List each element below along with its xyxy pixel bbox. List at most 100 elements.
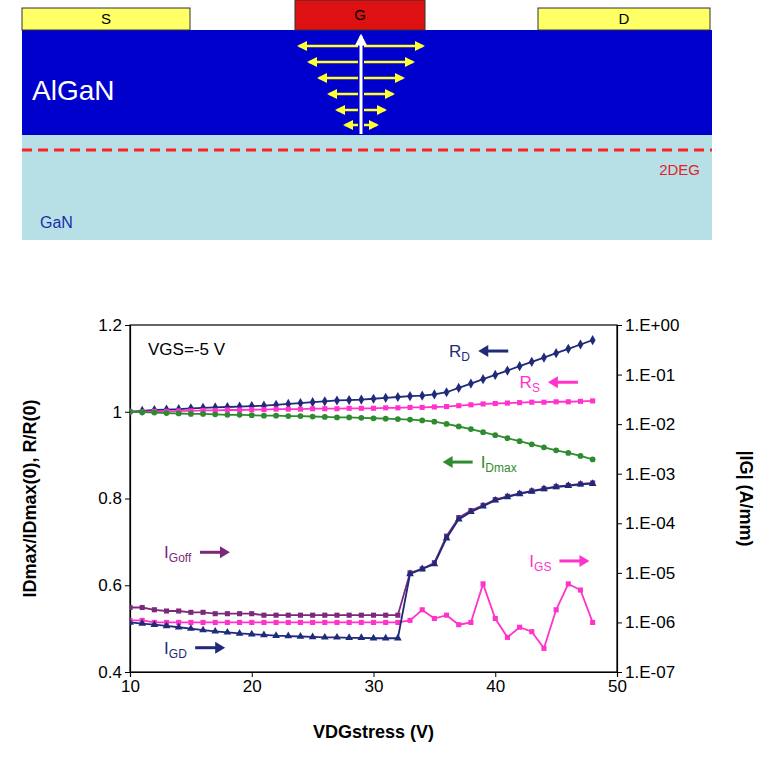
- data-point: [310, 397, 316, 407]
- series-line: [130, 584, 593, 648]
- series: [130, 409, 596, 462]
- y-axis-title: IDmax/IDmax(0), R/R(0): [20, 399, 40, 597]
- y2-axis: 1.E-071.E-061.E-051.E-041.E-031.E-021.E-…: [617, 316, 679, 682]
- label-arrow: [548, 376, 578, 388]
- data-point: [541, 352, 547, 362]
- tick: 30: [365, 672, 384, 696]
- data-point: [201, 620, 206, 625]
- data-point: [541, 646, 546, 651]
- data-point: [431, 389, 437, 399]
- data-point: [566, 581, 571, 586]
- label-arrow: [478, 345, 508, 357]
- data-point: [444, 387, 450, 397]
- tick-label: 40: [486, 677, 505, 696]
- data-point: [480, 374, 486, 384]
- data-point: [138, 619, 146, 626]
- data-point: [237, 412, 243, 418]
- data-point: [130, 618, 134, 625]
- source-contact-label: S: [101, 10, 111, 27]
- data-point: [150, 620, 158, 627]
- data-point: [333, 633, 341, 640]
- data-point: [130, 407, 133, 417]
- data-point: [505, 401, 510, 406]
- data-point: [175, 623, 183, 630]
- data-point: [261, 620, 266, 625]
- data-point: [347, 406, 352, 411]
- label-arrow-shaft: [200, 551, 222, 554]
- series-line: [130, 412, 593, 460]
- annotation: VGS=-5 V: [148, 340, 226, 359]
- field-arrow: [337, 109, 358, 112]
- data-point: [357, 633, 365, 640]
- data-point: [590, 398, 595, 403]
- tick-label: 1.E-02: [625, 415, 675, 434]
- data-point: [479, 502, 487, 509]
- device-diagram: SGDAlGaN2DEGGaN: [22, 0, 712, 240]
- tick-mark: [617, 523, 622, 524]
- tick: 1.E-07: [617, 663, 675, 682]
- gate-contact: [295, 0, 425, 30]
- label-arrow-head: [478, 345, 488, 357]
- data-point: [444, 404, 449, 409]
- data-point: [286, 407, 291, 412]
- series-label: RS: [520, 373, 540, 395]
- data-point: [358, 415, 364, 421]
- data-point: [212, 411, 218, 417]
- data-point: [491, 496, 499, 503]
- data-point: [517, 438, 523, 444]
- data-point: [505, 435, 511, 441]
- gan-layer: [22, 135, 712, 240]
- tick-label: 0.8: [98, 489, 122, 508]
- data-point: [140, 409, 145, 414]
- data-point: [211, 627, 219, 634]
- data-point: [504, 492, 512, 499]
- data-point: [529, 400, 534, 405]
- data-point: [224, 628, 232, 635]
- data-point: [286, 620, 291, 625]
- data-point: [345, 633, 353, 640]
- data-point: [151, 410, 157, 416]
- data-point: [418, 564, 426, 571]
- tick: 1.2: [98, 316, 130, 335]
- data-point: [383, 393, 389, 403]
- data-point: [334, 395, 340, 405]
- label-arrow-shaft: [486, 350, 508, 353]
- tick-label: 1.E+00: [625, 316, 679, 335]
- series: [130, 335, 596, 417]
- data-point: [554, 607, 559, 612]
- data-point: [578, 587, 583, 592]
- label-arrow-head: [548, 376, 558, 388]
- series-line: [130, 484, 593, 639]
- data-point: [237, 620, 242, 625]
- data-point: [371, 613, 376, 618]
- data-point: [139, 406, 145, 416]
- data-point: [212, 402, 218, 412]
- series-label: IGD: [164, 639, 187, 661]
- data-point: [529, 357, 535, 367]
- data-point: [272, 631, 280, 638]
- tick-mark: [617, 325, 622, 326]
- data-point: [359, 620, 364, 625]
- data-point: [529, 629, 534, 634]
- y-axis: 0.40.60.811.2: [98, 316, 130, 682]
- data-point: [322, 613, 327, 618]
- data-point: [493, 616, 498, 621]
- data-point: [395, 405, 400, 410]
- tick: 1.E-01: [617, 366, 675, 385]
- data-point: [420, 405, 425, 410]
- data-point: [358, 395, 364, 405]
- tick-label: 1.E-01: [625, 366, 675, 385]
- data-point: [237, 401, 243, 411]
- data-point: [383, 405, 388, 410]
- data-point: [577, 480, 585, 487]
- data-point: [505, 635, 510, 640]
- data-point: [249, 401, 255, 411]
- data-point: [578, 453, 584, 459]
- tick: 1.E+00: [617, 316, 679, 335]
- tick: 1.E-05: [617, 564, 675, 583]
- data-point: [456, 403, 461, 408]
- data-point: [187, 624, 195, 631]
- tick-label: 1.E-07: [625, 663, 675, 682]
- data-point: [298, 613, 303, 618]
- data-point: [346, 395, 352, 405]
